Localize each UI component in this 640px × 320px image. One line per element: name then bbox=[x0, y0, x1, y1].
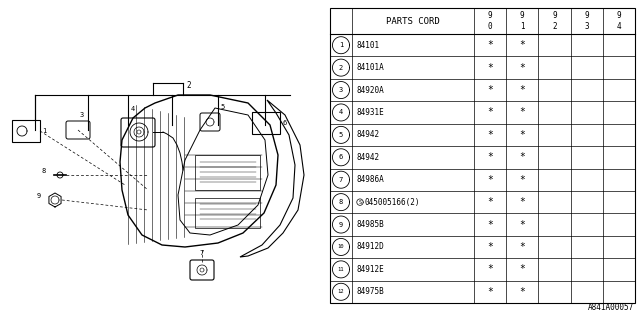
Text: 9: 9 bbox=[36, 193, 41, 199]
Text: *: * bbox=[520, 175, 525, 185]
Text: 9: 9 bbox=[584, 11, 589, 20]
Text: 3: 3 bbox=[584, 22, 589, 31]
Text: *: * bbox=[520, 40, 525, 50]
Text: 9: 9 bbox=[552, 11, 557, 20]
Text: *: * bbox=[520, 85, 525, 95]
Text: *: * bbox=[520, 130, 525, 140]
Text: 9: 9 bbox=[488, 11, 492, 20]
Text: *: * bbox=[487, 152, 493, 162]
Text: 84101: 84101 bbox=[356, 41, 379, 50]
Text: 4: 4 bbox=[616, 22, 621, 31]
Text: 0: 0 bbox=[488, 22, 492, 31]
Text: 9: 9 bbox=[339, 221, 343, 228]
Text: 84101A: 84101A bbox=[356, 63, 384, 72]
Text: PARTS CORD: PARTS CORD bbox=[386, 17, 440, 26]
Text: 12: 12 bbox=[338, 289, 344, 294]
Bar bbox=[330, 8, 635, 303]
Text: 5: 5 bbox=[339, 132, 343, 138]
Text: 84912D: 84912D bbox=[356, 243, 384, 252]
Text: *: * bbox=[487, 175, 493, 185]
Text: 84975B: 84975B bbox=[356, 287, 384, 296]
Text: 2: 2 bbox=[552, 22, 557, 31]
Text: *: * bbox=[487, 130, 493, 140]
Text: *: * bbox=[487, 220, 493, 229]
Text: *: * bbox=[487, 108, 493, 117]
Text: 1: 1 bbox=[520, 22, 525, 31]
Text: 045005166(2): 045005166(2) bbox=[364, 198, 420, 207]
Text: *: * bbox=[520, 287, 525, 297]
Text: 4: 4 bbox=[339, 109, 343, 116]
Text: 84985B: 84985B bbox=[356, 220, 384, 229]
Text: S: S bbox=[358, 200, 362, 204]
Text: *: * bbox=[520, 264, 525, 274]
Text: 3: 3 bbox=[80, 112, 84, 118]
Text: *: * bbox=[520, 220, 525, 229]
Text: 1: 1 bbox=[42, 128, 46, 134]
Text: *: * bbox=[520, 108, 525, 117]
Text: 84920A: 84920A bbox=[356, 85, 384, 94]
Text: A841A00057: A841A00057 bbox=[588, 303, 634, 312]
Text: 10: 10 bbox=[338, 244, 344, 250]
Text: 5: 5 bbox=[220, 104, 224, 110]
Text: 84942: 84942 bbox=[356, 153, 379, 162]
Text: 9: 9 bbox=[616, 11, 621, 20]
Text: *: * bbox=[487, 264, 493, 274]
Text: 7: 7 bbox=[339, 177, 343, 183]
Text: *: * bbox=[487, 40, 493, 50]
Text: 4: 4 bbox=[131, 106, 135, 112]
Text: 7: 7 bbox=[200, 250, 204, 256]
Text: 84931E: 84931E bbox=[356, 108, 384, 117]
Text: 8: 8 bbox=[42, 168, 46, 174]
Text: 2: 2 bbox=[186, 81, 191, 90]
Text: 6: 6 bbox=[339, 154, 343, 160]
Text: 9: 9 bbox=[520, 11, 525, 20]
Text: *: * bbox=[487, 197, 493, 207]
Text: *: * bbox=[487, 63, 493, 73]
Text: 84912E: 84912E bbox=[356, 265, 384, 274]
Text: *: * bbox=[520, 242, 525, 252]
Text: 2: 2 bbox=[339, 65, 343, 71]
Text: *: * bbox=[487, 242, 493, 252]
Text: 8: 8 bbox=[339, 199, 343, 205]
Text: 3: 3 bbox=[339, 87, 343, 93]
Text: *: * bbox=[487, 85, 493, 95]
Text: *: * bbox=[520, 197, 525, 207]
Text: 84942: 84942 bbox=[356, 130, 379, 140]
Text: 1: 1 bbox=[339, 42, 343, 48]
Text: *: * bbox=[520, 152, 525, 162]
Text: *: * bbox=[487, 287, 493, 297]
Text: 6: 6 bbox=[282, 120, 286, 126]
Text: *: * bbox=[520, 63, 525, 73]
Text: 11: 11 bbox=[338, 267, 344, 272]
Text: 84986A: 84986A bbox=[356, 175, 384, 184]
